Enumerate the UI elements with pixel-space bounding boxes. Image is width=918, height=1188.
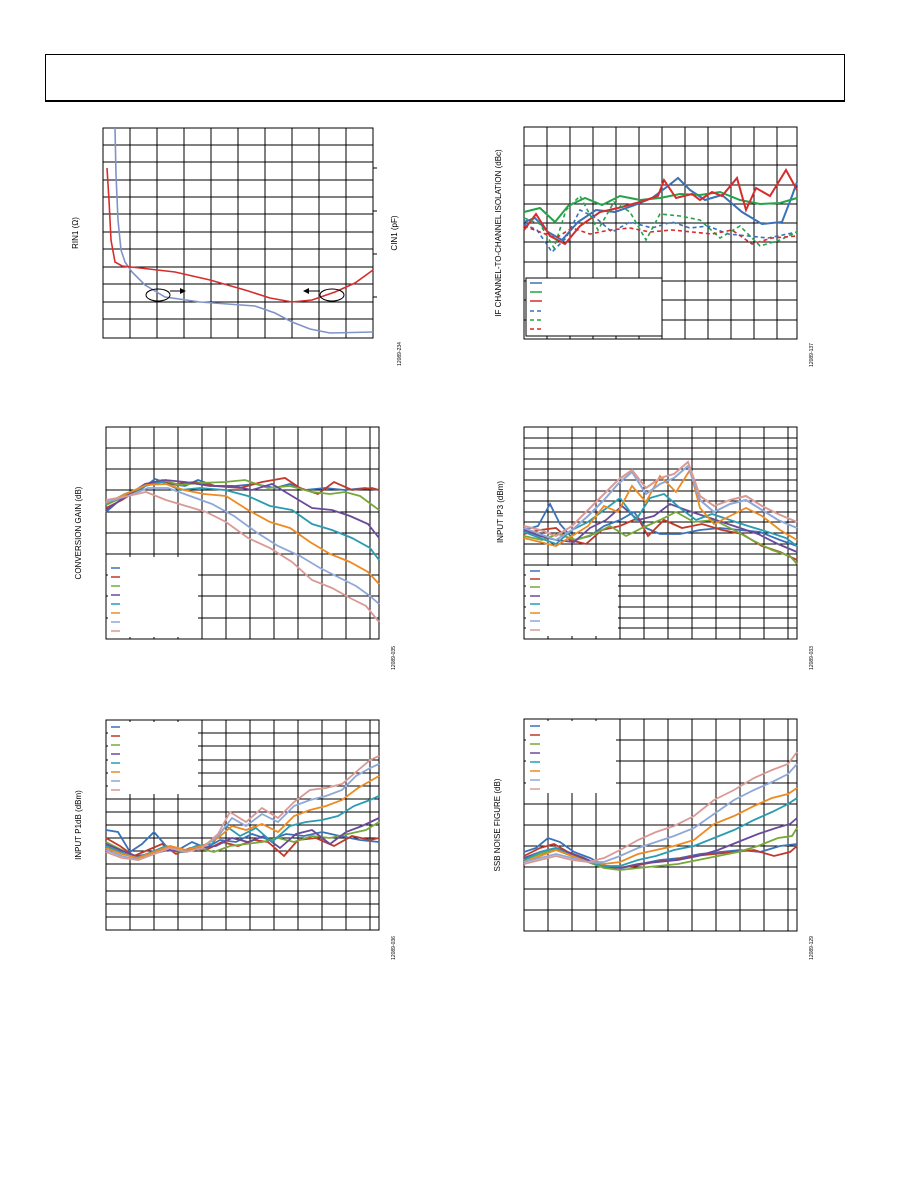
series-green-solid	[523, 190, 798, 224]
legend	[530, 282, 542, 330]
legend-box	[526, 721, 616, 793]
series-4	[105, 479, 380, 539]
cin-axis-marker-ellipse	[319, 288, 345, 302]
arrow-left-head-icon	[303, 288, 309, 294]
chart-rin-cin-grid	[103, 128, 377, 338]
y-axis-label: SSB NOISE FIGURE (dB)	[493, 778, 502, 871]
series-8	[105, 755, 380, 861]
arrow-right-head-icon	[180, 288, 186, 294]
legend	[530, 725, 540, 790]
series-4	[523, 817, 798, 869]
series-2	[105, 835, 380, 858]
chart-input-p1db: INPUT P1dB (dBm) 12089-036	[74, 719, 397, 960]
y-axis-label: IF CHANNEL-TO-CHANNEL ISOLATION (dBc)	[494, 149, 503, 317]
chart-input-ip3-frame	[523, 426, 798, 640]
legend-box	[108, 722, 198, 794]
figure-id: 12089-129	[809, 936, 815, 960]
chart-rin-cin-frame	[102, 127, 374, 339]
series-6	[523, 787, 798, 865]
series-7	[523, 464, 798, 542]
series-cin	[106, 167, 374, 303]
chart-input-p1db-frame	[105, 719, 380, 931]
series-3	[523, 510, 798, 565]
legend-box	[525, 277, 663, 337]
chart-ssb-noise-figure-frame	[523, 718, 798, 932]
figure-id: 12089-137	[809, 343, 815, 367]
legend	[111, 567, 120, 632]
series-8	[523, 751, 798, 865]
series-rin	[114, 127, 374, 334]
series-8	[523, 460, 798, 538]
series-4	[523, 502, 798, 553]
y-axis-label: INPUT P1dB (dBm)	[74, 790, 83, 860]
chart-rin-cin: RIN1 (Ω) CIN1 (pF) 12089-234	[71, 127, 403, 366]
rin-axis-marker-ellipse	[145, 288, 171, 302]
legend	[530, 570, 540, 631]
series-6	[105, 483, 380, 585]
series-red-solid	[523, 168, 798, 246]
y2-axis-label: CIN1 (pF)	[390, 215, 399, 250]
series-green-dashed	[523, 194, 798, 250]
series-6	[105, 775, 380, 859]
series-1	[105, 829, 380, 854]
series-8	[105, 491, 380, 623]
figure-id: 12089-234	[397, 342, 403, 366]
chart-input-ip3: INPUT IP3 (dBm) 12089-033	[496, 426, 815, 670]
y-axis-label: CONVERSION GAIN (dB)	[74, 486, 83, 579]
legend	[111, 726, 120, 791]
y-axis-label: INPUT IP3 (dBm)	[496, 481, 505, 543]
figure-id: 12089-033	[809, 646, 815, 670]
legend-box	[108, 557, 198, 637]
chart-ssb-noise-figure: SSB NOISE FIGURE (dB) 12089-129	[493, 718, 815, 960]
page-header-box	[45, 54, 845, 102]
figure-id: 12089-036	[391, 936, 397, 960]
chart-conversion-gain: CONVERSION GAIN (dB) 12089-035	[74, 426, 397, 670]
figure-id: 12089-035	[391, 646, 397, 670]
chart-input-ip3-grid	[524, 427, 797, 639]
y-axis-label: RIN1 (Ω)	[71, 217, 80, 249]
series-5	[105, 795, 380, 859]
series-6	[523, 467, 798, 547]
chart-if-isolation: IF CHANNEL-TO-CHANNEL ISOLATION (dBc) 12…	[494, 126, 815, 367]
series-7	[523, 763, 798, 863]
series-blue-dashed	[523, 208, 798, 254]
series-7	[105, 487, 380, 605]
series-red-dashed	[523, 225, 798, 245]
legend-box	[526, 566, 618, 636]
chart-conversion-gain-frame	[105, 426, 380, 640]
chart-if-isolation-frame	[523, 126, 798, 340]
